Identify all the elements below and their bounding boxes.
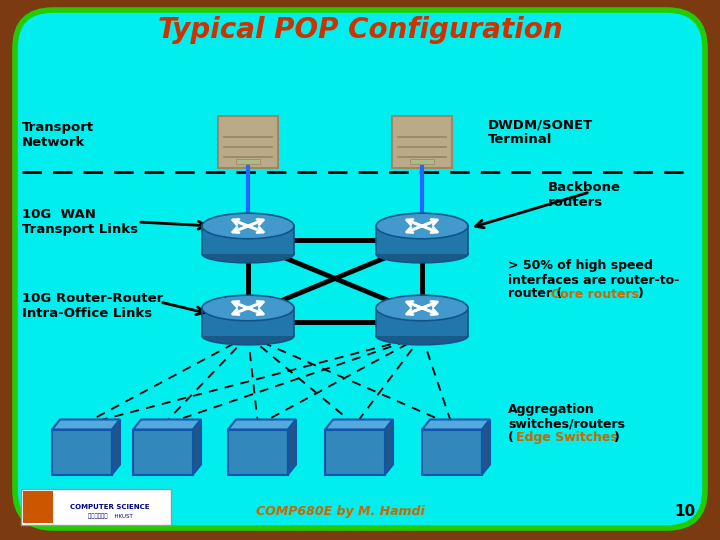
- FancyBboxPatch shape: [218, 116, 278, 168]
- Polygon shape: [133, 420, 201, 429]
- FancyBboxPatch shape: [23, 491, 53, 523]
- Text: interfaces are router-to-: interfaces are router-to-: [508, 273, 679, 287]
- Text: Backbone
routers: Backbone routers: [548, 181, 621, 209]
- Ellipse shape: [376, 213, 468, 239]
- Polygon shape: [112, 420, 120, 475]
- Ellipse shape: [202, 213, 294, 239]
- Text: > 50% of high speed: > 50% of high speed: [508, 260, 653, 273]
- FancyBboxPatch shape: [15, 10, 705, 528]
- Polygon shape: [422, 420, 490, 429]
- Text: Transport
Network: Transport Network: [22, 121, 94, 149]
- FancyBboxPatch shape: [392, 116, 452, 168]
- Bar: [410, 159, 434, 164]
- FancyBboxPatch shape: [52, 429, 112, 475]
- Ellipse shape: [202, 295, 294, 321]
- Ellipse shape: [376, 327, 468, 345]
- FancyBboxPatch shape: [202, 308, 294, 336]
- Text: COMP680E by M. Hamdi: COMP680E by M. Hamdi: [256, 505, 424, 518]
- Text: 10: 10: [675, 504, 696, 519]
- Bar: [236, 159, 260, 164]
- FancyBboxPatch shape: [376, 308, 468, 336]
- Ellipse shape: [376, 295, 468, 321]
- FancyBboxPatch shape: [21, 489, 171, 525]
- Text: COMPUTER SCIENCE: COMPUTER SCIENCE: [71, 504, 150, 510]
- Text: DWDM/SONET
Terminal: DWDM/SONET Terminal: [488, 118, 593, 146]
- FancyBboxPatch shape: [202, 226, 294, 254]
- Polygon shape: [482, 420, 490, 475]
- FancyBboxPatch shape: [325, 429, 385, 475]
- FancyBboxPatch shape: [133, 429, 193, 475]
- Text: 10G  WAN
Transport Links: 10G WAN Transport Links: [22, 208, 138, 236]
- Text: ): ): [614, 431, 620, 444]
- Text: 計算機科學系    HKUST: 計算機科學系 HKUST: [88, 513, 132, 519]
- Text: router (: router (: [508, 287, 562, 300]
- Polygon shape: [288, 420, 296, 475]
- Text: Aggregation: Aggregation: [508, 403, 595, 416]
- Polygon shape: [325, 420, 393, 429]
- Ellipse shape: [202, 327, 294, 345]
- Polygon shape: [193, 420, 201, 475]
- Ellipse shape: [376, 245, 468, 263]
- FancyBboxPatch shape: [376, 226, 468, 254]
- FancyBboxPatch shape: [228, 429, 288, 475]
- Polygon shape: [52, 420, 120, 429]
- Polygon shape: [385, 420, 393, 475]
- Text: 10G Router-Router
Intra-Office Links: 10G Router-Router Intra-Office Links: [22, 292, 163, 320]
- Text: ): ): [638, 287, 644, 300]
- Text: Typical POP Configuration: Typical POP Configuration: [158, 16, 562, 44]
- Ellipse shape: [202, 245, 294, 263]
- Text: Core routers: Core routers: [551, 287, 639, 300]
- Text: Edge Switches: Edge Switches: [516, 431, 618, 444]
- FancyBboxPatch shape: [422, 429, 482, 475]
- Polygon shape: [228, 420, 296, 429]
- Text: switches/routers: switches/routers: [508, 417, 625, 430]
- Text: (: (: [508, 431, 514, 444]
